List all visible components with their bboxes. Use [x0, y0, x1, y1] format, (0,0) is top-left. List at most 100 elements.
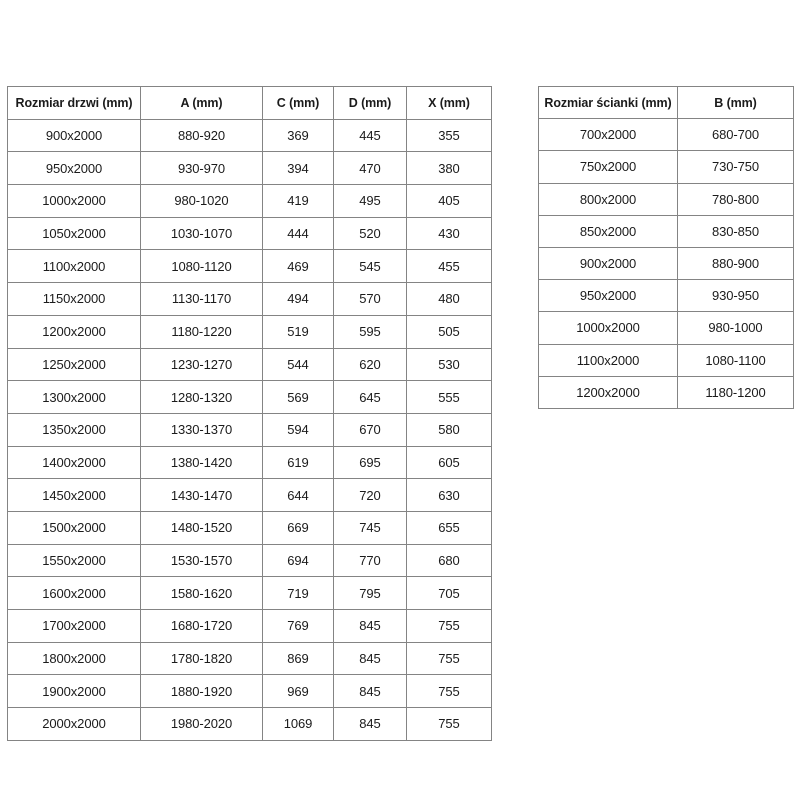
cell-x: 755	[406, 707, 492, 741]
table-row: 750x2000 730-750	[538, 150, 794, 184]
table-row: 1350x2000 1330-1370 594 670 580	[7, 412, 492, 447]
cell-wall-size: 850x2000	[538, 214, 678, 248]
cell-wall-size: 1100x2000	[538, 343, 678, 377]
cell-x: 480	[406, 282, 492, 316]
cell-d: 595	[333, 314, 407, 349]
cell-d: 745	[333, 510, 407, 545]
cell-c: 644	[262, 478, 334, 512]
cell-b: 1180-1200	[677, 375, 794, 409]
table-row: 1200x2000 1180-1220 519 595 505	[7, 314, 492, 349]
door-size-specification-table: Rozmiar drzwi (mm) A (mm) C (mm) D (mm) …	[7, 86, 492, 741]
cell-x: 355	[406, 118, 492, 153]
cell-a: 880-920	[140, 118, 263, 153]
table-row: 1050x2000 1030-1070 444 520 430	[7, 216, 492, 251]
table-row: 900x2000 880-920 369 445 355	[7, 118, 492, 153]
cell-d: 445	[333, 118, 407, 153]
table-row: 700x2000 680-700	[538, 118, 794, 152]
cell-c: 1069	[262, 707, 334, 741]
cell-a: 980-1020	[140, 184, 263, 218]
column-header-door-size: Rozmiar drzwi (mm)	[7, 86, 141, 120]
cell-a: 1980-2020	[140, 707, 263, 741]
cell-d: 770	[333, 543, 407, 578]
cell-wall-size: 950x2000	[538, 279, 678, 313]
cell-door-size: 1350x2000	[7, 412, 141, 447]
cell-a: 1480-1520	[140, 510, 263, 545]
table-row: 800x2000 780-800	[538, 182, 794, 216]
cell-door-size: 1250x2000	[7, 347, 141, 382]
cell-c: 769	[262, 609, 334, 643]
cell-wall-size: 1000x2000	[538, 311, 678, 345]
door-table-header: Rozmiar drzwi (mm) A (mm) C (mm) D (mm) …	[7, 86, 492, 120]
cell-wall-size: 750x2000	[538, 150, 678, 184]
cell-b: 680-700	[677, 118, 794, 152]
cell-x: 530	[406, 347, 492, 382]
cell-wall-size: 900x2000	[538, 246, 678, 281]
cell-c: 619	[262, 445, 334, 480]
cell-a: 1780-1820	[140, 641, 263, 676]
cell-c: 594	[262, 412, 334, 447]
cell-d: 845	[333, 674, 407, 709]
cell-x: 430	[406, 216, 492, 251]
cell-door-size: 1300x2000	[7, 380, 141, 414]
cell-d: 695	[333, 445, 407, 480]
cell-c: 869	[262, 641, 334, 676]
table-row: 1900x2000 1880-1920 969 845 755	[7, 674, 492, 709]
door-table-body: 900x2000 880-920 369 445 355 950x2000 930-970 3…	[7, 118, 492, 741]
cell-wall-size: 800x2000	[538, 182, 678, 216]
cell-door-size: 2000x2000	[7, 707, 141, 741]
cell-c: 719	[262, 576, 334, 610]
cell-b: 930-950	[677, 279, 794, 313]
cell-x: 505	[406, 314, 492, 349]
cell-b: 730-750	[677, 150, 794, 184]
cell-d: 495	[333, 184, 407, 218]
table-row: 1150x2000 1130-1170 494 570 480	[7, 282, 492, 316]
cell-a: 1030-1070	[140, 216, 263, 251]
cell-a: 930-970	[140, 151, 263, 186]
table-row: 850x2000 830-850	[538, 214, 794, 248]
cell-x: 605	[406, 445, 492, 480]
cell-a: 1180-1220	[140, 314, 263, 349]
cell-d: 545	[333, 249, 407, 284]
cell-c: 369	[262, 118, 334, 153]
cell-x: 405	[406, 184, 492, 218]
cell-a: 1880-1920	[140, 674, 263, 709]
cell-c: 969	[262, 674, 334, 709]
cell-a: 1430-1470	[140, 478, 263, 512]
cell-c: 419	[262, 184, 334, 218]
cell-c: 394	[262, 151, 334, 186]
cell-d: 720	[333, 478, 407, 512]
cell-d: 520	[333, 216, 407, 251]
cell-a: 1080-1120	[140, 249, 263, 284]
table-row: 950x2000 930-970 394 470 380	[7, 151, 492, 186]
table-row: 950x2000 930-950	[538, 279, 794, 313]
cell-b: 1080-1100	[677, 343, 794, 377]
table-row: 1550x2000 1530-1570 694 770 680	[7, 543, 492, 578]
cell-door-size: 1000x2000	[7, 184, 141, 218]
cell-x: 755	[406, 609, 492, 643]
cell-c: 694	[262, 543, 334, 578]
cell-door-size: 900x2000	[7, 118, 141, 153]
table-row: 1000x2000 980-1000	[538, 311, 794, 345]
cell-c: 669	[262, 510, 334, 545]
table-row: 1500x2000 1480-1520 669 745 655	[7, 510, 492, 545]
cell-door-size: 1450x2000	[7, 478, 141, 512]
cell-x: 755	[406, 674, 492, 709]
cell-c: 494	[262, 282, 334, 316]
cell-d: 470	[333, 151, 407, 186]
cell-a: 1530-1570	[140, 543, 263, 578]
cell-c: 569	[262, 380, 334, 414]
cell-c: 444	[262, 216, 334, 251]
table-header-row: Rozmiar drzwi (mm) A (mm) C (mm) D (mm) …	[7, 86, 492, 120]
table-row: 1700x2000 1680-1720 769 845 755	[7, 609, 492, 643]
cell-wall-size: 1200x2000	[538, 375, 678, 409]
cell-x: 630	[406, 478, 492, 512]
cell-c: 519	[262, 314, 334, 349]
cell-c: 469	[262, 249, 334, 284]
column-header-b: B (mm)	[677, 85, 794, 120]
cell-d: 845	[333, 707, 407, 741]
cell-d: 845	[333, 641, 407, 676]
cell-d: 795	[333, 576, 407, 610]
table-row: 1300x2000 1280-1320 569 645 555	[7, 380, 492, 414]
cell-x: 555	[406, 380, 492, 414]
cell-d: 670	[333, 412, 407, 447]
